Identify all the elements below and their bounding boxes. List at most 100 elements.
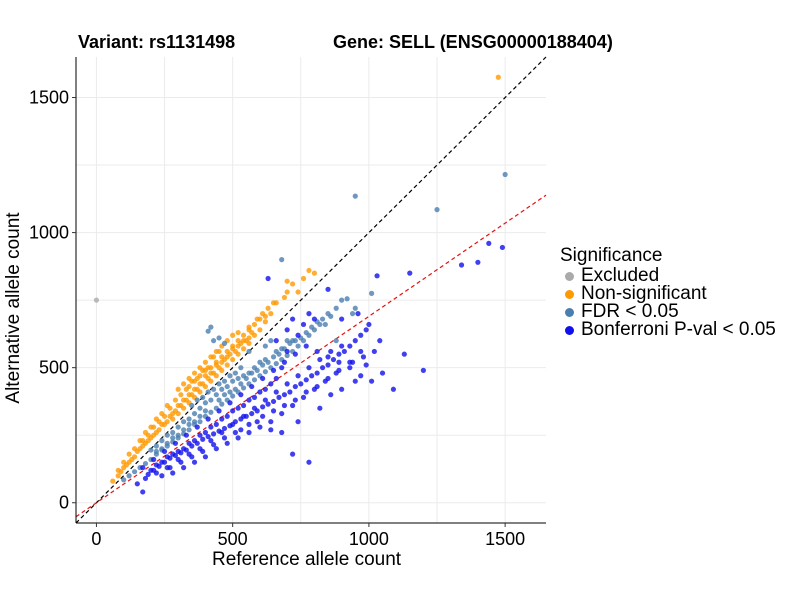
data-point-bonferroni-p-val-0-05: [151, 467, 157, 473]
data-point-fdr-0-05: [191, 410, 198, 417]
data-point-bonferroni-p-val-0-05: [210, 442, 217, 448]
data-point-bonferroni-p-val-0-05: [281, 392, 288, 398]
legend-item: Non-significant: [560, 283, 776, 304]
data-point-non-significant: [219, 354, 225, 360]
data-point-fdr-0-05: [219, 401, 225, 407]
y-tick-label: 500: [39, 358, 69, 378]
data-point-fdr-0-05: [260, 362, 266, 368]
y-tick-label: 1500: [29, 88, 69, 108]
data-point-non-significant: [191, 370, 198, 376]
data-point-bonferroni-p-val-0-05: [486, 240, 492, 246]
data-point-bonferroni-p-val-0-05: [276, 394, 282, 400]
data-point-non-significant: [202, 359, 209, 365]
data-point-bonferroni-p-val-0-05: [262, 397, 268, 403]
data-point-fdr-0-05: [175, 424, 181, 430]
data-point-non-significant: [121, 459, 127, 465]
data-point-bonferroni-p-val-0-05: [314, 370, 320, 376]
data-point-bonferroni-p-val-0-05: [303, 343, 309, 349]
data-point-fdr-0-05: [268, 338, 274, 344]
data-point-bonferroni-p-val-0-05: [205, 416, 211, 422]
data-point-non-significant: [129, 456, 135, 463]
data-point-fdr-0-05: [202, 408, 209, 414]
y-tick-label: 1000: [29, 223, 69, 243]
data-point-non-significant: [230, 332, 236, 338]
data-point-bonferroni-p-val-0-05: [300, 321, 307, 328]
data-point-bonferroni-p-val-0-05: [292, 383, 298, 390]
chart-title-variant: Variant: rs1131498: [78, 32, 236, 52]
data-point-bonferroni-p-val-0-05: [221, 425, 228, 432]
data-point-bonferroni-p-val-0-05: [205, 433, 211, 440]
data-point-bonferroni-p-val-0-05: [287, 389, 293, 395]
data-point-non-significant: [159, 410, 165, 417]
data-point-bonferroni-p-val-0-05: [181, 465, 187, 471]
data-point-bonferroni-p-val-0-05: [140, 465, 146, 471]
data-point-non-significant: [251, 332, 258, 338]
data-point-fdr-0-05: [309, 324, 315, 330]
data-point-bonferroni-p-val-0-05: [265, 275, 271, 282]
data-point-non-significant: [153, 416, 159, 422]
data-point-fdr-0-05: [213, 392, 219, 398]
data-point-bonferroni-p-val-0-05: [458, 262, 465, 268]
data-point-non-significant: [230, 356, 236, 363]
legend-swatch: [565, 289, 574, 299]
data-point-fdr-0-05: [186, 427, 192, 433]
data-point-fdr-0-05: [170, 429, 176, 436]
data-point-bonferroni-p-val-0-05: [284, 327, 290, 333]
data-point-fdr-0-05: [273, 361, 279, 367]
data-point-bonferroni-p-val-0-05: [227, 400, 233, 406]
data-point-non-significant: [246, 324, 252, 330]
data-point-bonferroni-p-val-0-05: [238, 416, 244, 422]
data-point-fdr-0-05: [194, 397, 200, 403]
legend-swatch: [565, 271, 574, 281]
data-point-bonferroni-p-val-0-05: [268, 381, 274, 387]
data-point-fdr-0-05: [197, 413, 203, 419]
data-point-bonferroni-p-val-0-05: [200, 436, 206, 442]
data-point-bonferroni-p-val-0-05: [303, 389, 309, 395]
data-point-fdr-0-05: [344, 296, 350, 302]
data-point-non-significant: [110, 478, 116, 484]
data-point-fdr-0-05: [235, 375, 241, 382]
data-point-non-significant: [235, 329, 241, 336]
data-point-non-significant: [495, 74, 501, 80]
x-tick-label: 0: [91, 529, 101, 549]
data-point-bonferroni-p-val-0-05: [161, 459, 168, 465]
data-point-bonferroni-p-val-0-05: [279, 429, 285, 436]
data-point-fdr-0-05: [216, 381, 222, 387]
data-point-bonferroni-p-val-0-05: [377, 338, 383, 344]
data-point-bonferroni-p-val-0-05: [268, 419, 274, 425]
data-point-bonferroni-p-val-0-05: [347, 365, 353, 371]
data-point-fdr-0-05: [279, 257, 285, 263]
data-point-fdr-0-05: [148, 447, 154, 453]
data-point-fdr-0-05: [251, 377, 258, 383]
data-point-non-significant: [115, 473, 121, 479]
data-point-bonferroni-p-val-0-05: [273, 375, 279, 382]
data-point-bonferroni-p-val-0-05: [284, 381, 290, 387]
data-point-bonferroni-p-val-0-05: [328, 392, 334, 398]
data-point-bonferroni-p-val-0-05: [265, 401, 271, 407]
data-point-bonferroni-p-val-0-05: [292, 351, 298, 357]
data-point-bonferroni-p-val-0-05: [363, 327, 369, 333]
data-point-non-significant: [257, 327, 263, 333]
data-point-fdr-0-05: [369, 290, 375, 296]
data-point-non-significant: [202, 383, 209, 390]
reference-line-fit: [75, 194, 547, 518]
data-point-non-significant: [175, 386, 181, 392]
data-point-non-significant: [213, 348, 219, 355]
data-point-bonferroni-p-val-0-05: [284, 348, 290, 355]
data-point-fdr-0-05: [322, 321, 328, 328]
data-point-bonferroni-p-val-0-05: [295, 332, 301, 338]
x-tick-label: 500: [218, 529, 248, 549]
data-point-non-significant: [251, 321, 258, 328]
data-point-fdr-0-05: [240, 385, 247, 391]
data-point-fdr-0-05: [262, 369, 268, 375]
data-point-bonferroni-p-val-0-05: [270, 408, 277, 414]
data-point-fdr-0-05: [227, 373, 233, 379]
data-point-non-significant: [265, 305, 271, 311]
data-point-bonferroni-p-val-0-05: [216, 428, 222, 434]
data-point-non-significant: [131, 446, 138, 452]
data-point-fdr-0-05: [227, 389, 233, 395]
data-point-bonferroni-p-val-0-05: [355, 311, 361, 317]
data-point-fdr-0-05: [142, 460, 149, 467]
data-point-bonferroni-p-val-0-05: [238, 427, 244, 433]
data-point-bonferroni-p-val-0-05: [202, 429, 209, 436]
